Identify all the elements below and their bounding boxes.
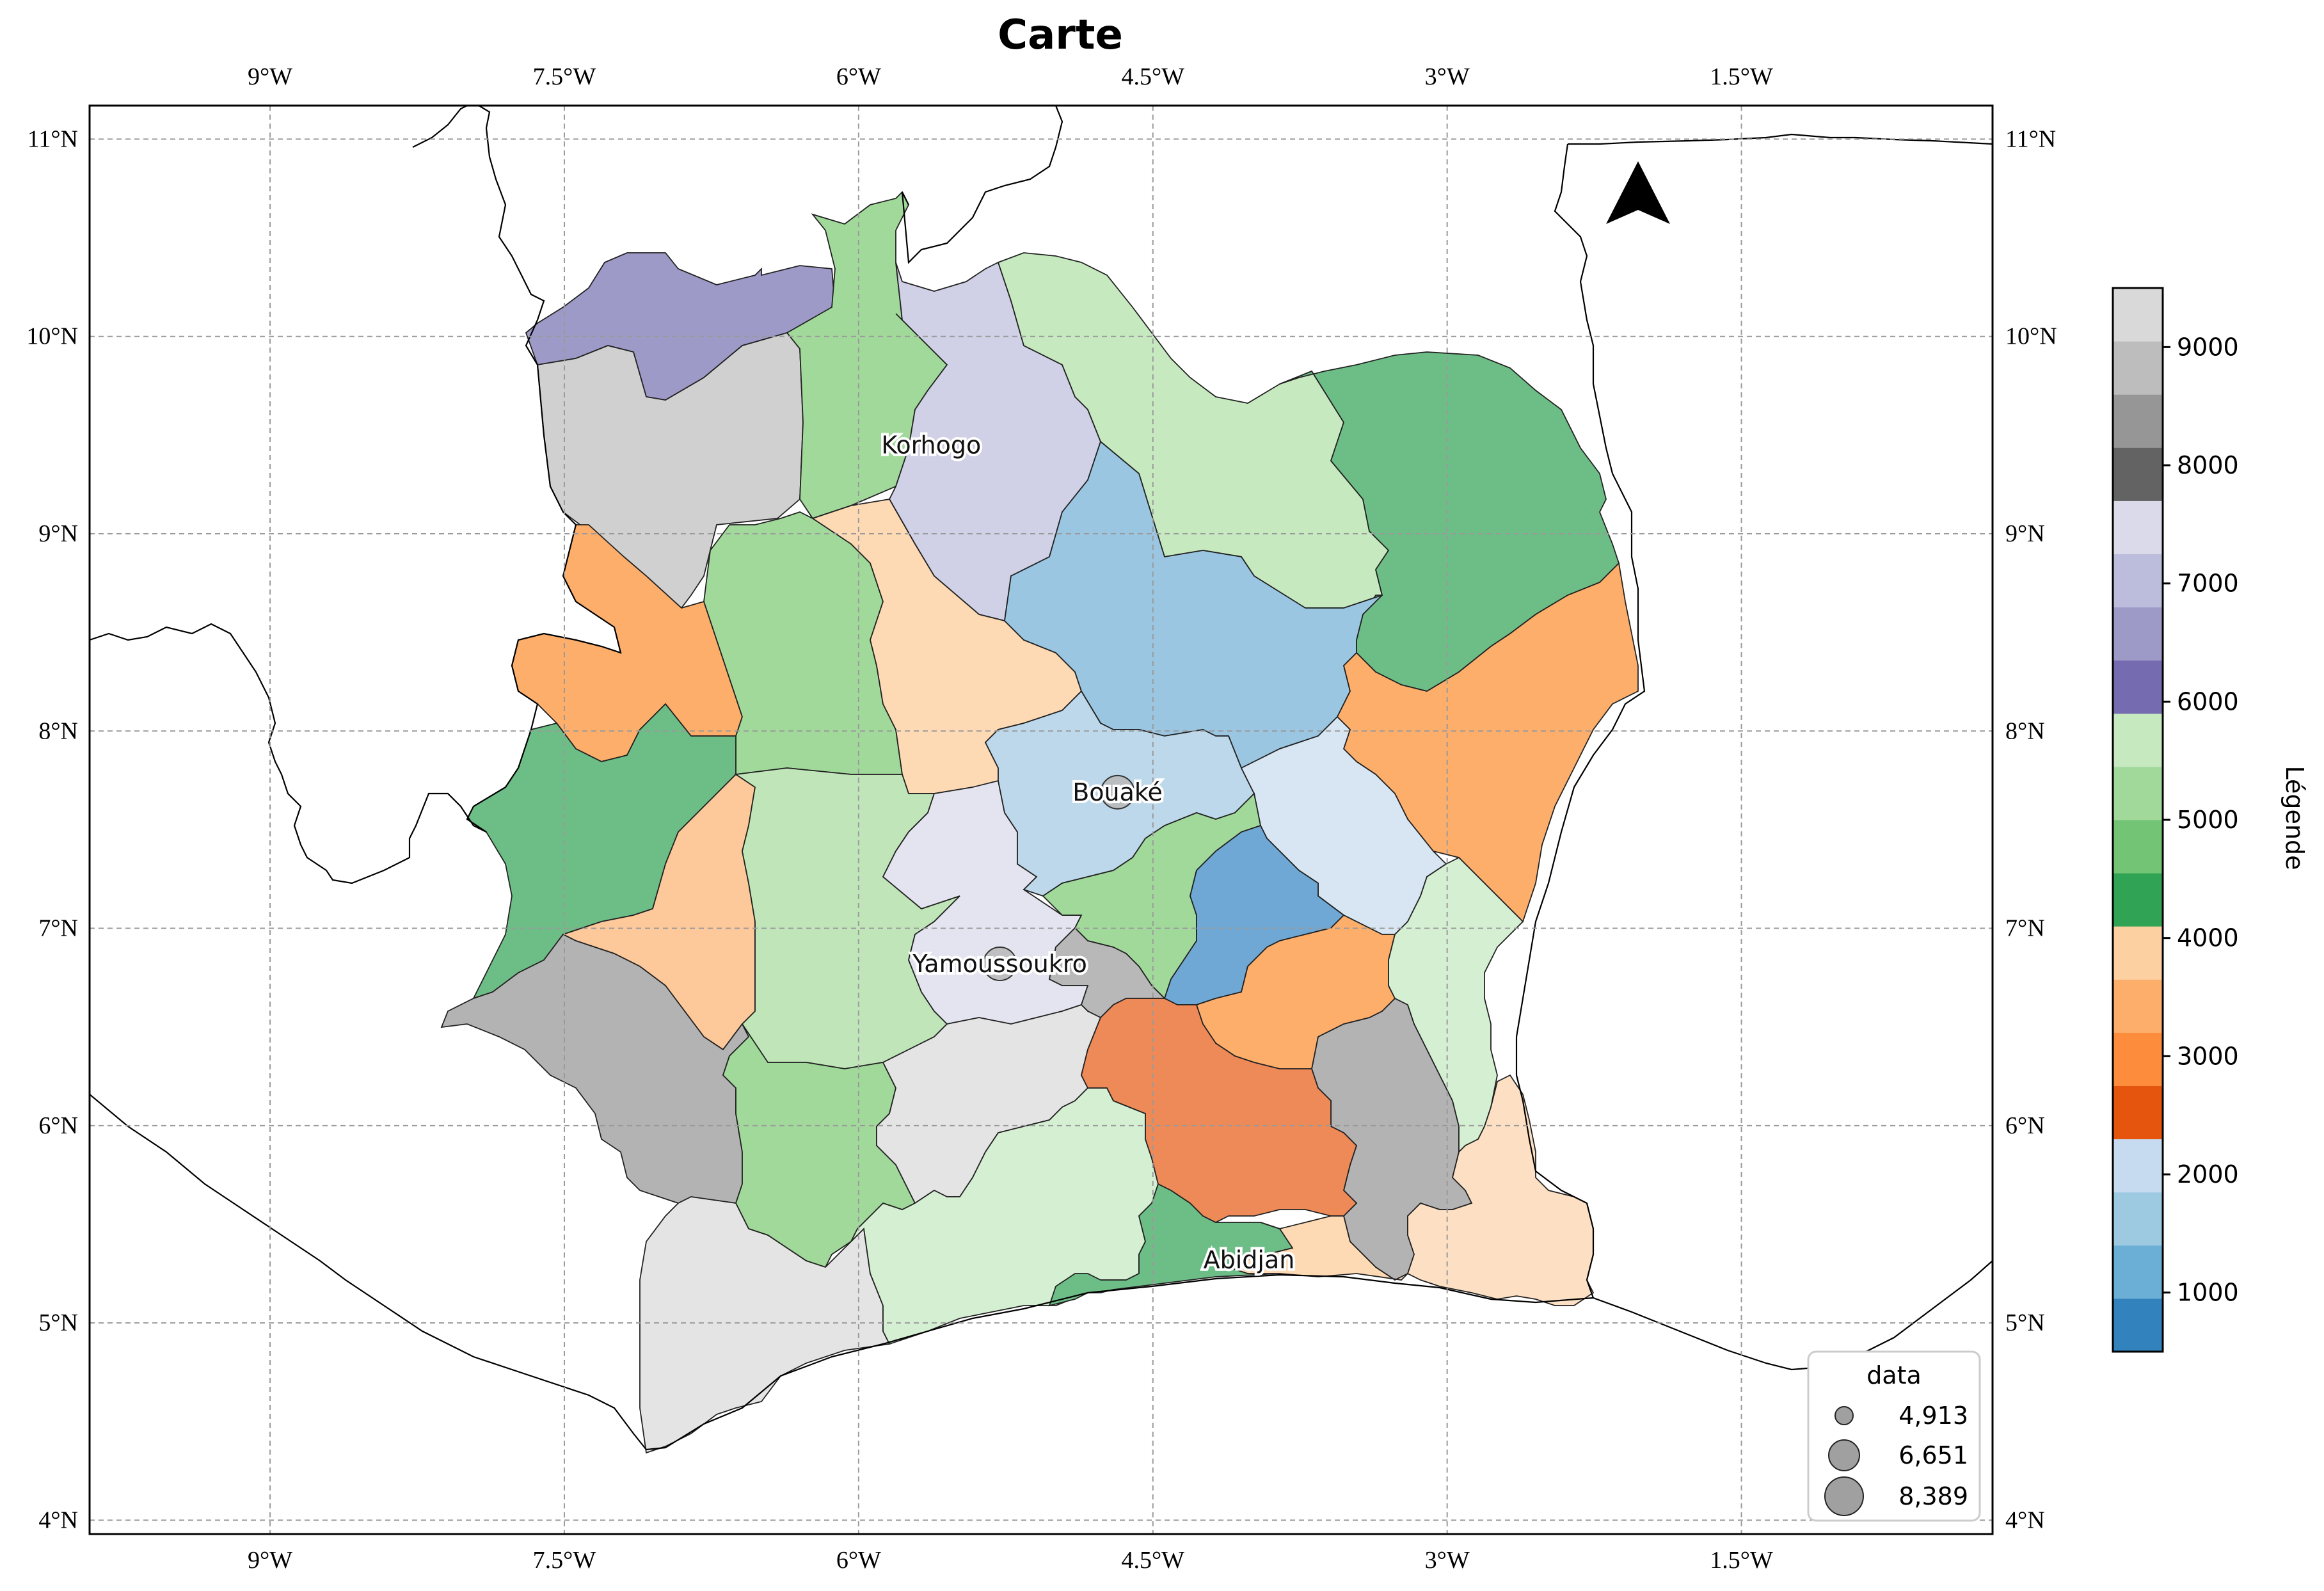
regions-layer	[440, 191, 1639, 1454]
city-labels: Korhogo Bouaké Yamoussoukro Abidjan	[879, 428, 1297, 1276]
colorbar-bin	[2113, 660, 2163, 714]
region-lightgreen-center	[734, 767, 960, 1069]
lat-tick-label-left: 4°N	[38, 1507, 78, 1533]
lat-tick-label-left: 7°N	[38, 915, 78, 942]
lon-tick-label-top: 6°W	[836, 63, 881, 90]
size-legend-label-medium: 6,651	[1898, 1441, 1968, 1469]
city-marker[interactable]	[982, 947, 1017, 982]
lon-tick-label-bottom: 4.5°W	[1121, 1547, 1184, 1574]
colorbar-tick-label: 7000	[2177, 570, 2239, 598]
colorbar-bin	[2113, 713, 2163, 767]
lat-tick-label-left: 8°N	[38, 717, 78, 744]
colorbar-bin	[2113, 607, 2163, 661]
colorbar-bin	[2113, 1085, 2163, 1140]
size-legend-title: data	[1866, 1361, 1922, 1389]
size-legend-marker-large	[1824, 1476, 1864, 1516]
lon-tick-label-top: 3°W	[1425, 63, 1470, 90]
lon-tick-label-top: 1.5°W	[1710, 63, 1773, 90]
graticule	[90, 106, 1993, 1534]
city-label: Bouaké	[1072, 778, 1163, 806]
colorbar-bin	[2113, 554, 2163, 608]
axis-tick-labels: 9°W 9°W 7.5°W 7.5°W 6°W 6°W 4.5°W 4.5°W 3°W 3°W 1.…	[26, 63, 2057, 1574]
colorbar-tick-label: 2000	[2177, 1160, 2239, 1188]
size-legend-marker-medium	[1828, 1439, 1860, 1471]
colorbar-bin	[2113, 766, 2163, 820]
lat-tick-label-right: 10°N	[2005, 323, 2057, 350]
lat-tick-label-right: 11°N	[2005, 125, 2056, 152]
colorbar-bin	[2113, 979, 2163, 1033]
lat-tick-label-right: 5°N	[2005, 1309, 2045, 1336]
region-lightgrey-southwest	[639, 1196, 891, 1454]
size-legend-label-large: 8,389	[1898, 1482, 1968, 1510]
city-label: Korhogo	[881, 431, 981, 459]
city-label: Yamoussoukro	[912, 950, 1087, 978]
lon-tick-label-bottom: 7.5°W	[533, 1547, 596, 1574]
lon-tick-label-top: 4.5°W	[1121, 63, 1184, 90]
border-mali-burkina	[901, 106, 1063, 264]
colorbar-tick-label: 9000	[2177, 333, 2239, 361]
region-lightgreen-east	[1388, 856, 1524, 1154]
lon-tick-label-bottom: 1.5°W	[1710, 1547, 1773, 1574]
size-legend-marker-small	[1835, 1406, 1854, 1425]
country-borders	[90, 106, 1993, 1451]
region-green-southcoast	[1048, 1183, 1294, 1307]
colorbar-tick-label: 5000	[2177, 806, 2239, 834]
border-liberia-west	[90, 623, 487, 884]
colorbar-bin	[2113, 500, 2163, 554]
border-ghana	[1554, 143, 1614, 474]
lat-tick-label-right: 8°N	[2005, 717, 2045, 744]
lat-tick-label-right: 4°N	[2005, 1507, 2045, 1533]
colorbar-label: Légende	[2280, 766, 2309, 870]
lat-tick-label-left: 6°N	[38, 1112, 78, 1139]
colorbar-bin	[2113, 820, 2163, 874]
map-title: Carte	[998, 12, 1123, 59]
colorbar-tick-label: 4000	[2177, 924, 2239, 952]
lat-tick-label-left: 11°N	[28, 125, 78, 152]
lat-tick-label-left: 10°N	[26, 323, 78, 350]
lon-tick-label-bottom: 9°W	[248, 1547, 292, 1574]
size-legend: data 4,913 6,651 8,389	[1807, 1350, 1981, 1522]
lon-tick-label-top: 9°W	[248, 63, 292, 90]
colorbar-bin	[2113, 394, 2163, 448]
region-peach-abidjan	[1227, 1215, 1408, 1281]
lat-tick-label-left: 9°N	[38, 520, 78, 547]
colorbar-bin	[2113, 1032, 2163, 1086]
region-peach-southeast	[1406, 1074, 1595, 1306]
border-ghana-east	[1515, 473, 1646, 1299]
north-arrow-icon	[1606, 161, 1670, 224]
colorbar-bin	[2113, 341, 2163, 395]
border-coast-west	[90, 1094, 666, 1451]
city-marker[interactable]	[1100, 774, 1135, 810]
lon-tick-label-top: 7.5°W	[533, 63, 596, 90]
colorbar-bin	[2113, 1298, 2163, 1352]
map-frame	[88, 104, 1994, 1535]
lat-tick-label-left: 5°N	[38, 1309, 78, 1336]
colorbar-bin	[2113, 926, 2163, 980]
colorbar-tick-label: 3000	[2177, 1042, 2239, 1070]
border-coast-south	[665, 1274, 1594, 1448]
lat-tick-label-right: 6°N	[2005, 1112, 2045, 1139]
lon-tick-label-bottom: 6°W	[836, 1547, 881, 1574]
colorbar-bin	[2113, 873, 2163, 927]
border-guinea-mali	[412, 106, 622, 833]
colorbar-tick-label: 8000	[2177, 451, 2239, 479]
colorbar: 1000 2000 3000 4000 5000 6000 7000 8000 9000	[2112, 287, 2239, 1353]
city-label: Abidjan	[1204, 1245, 1295, 1274]
colorbar-bin	[2113, 1192, 2163, 1246]
lat-tick-label-right: 9°N	[2005, 520, 2045, 547]
colorbar-tick-label: 1000	[2177, 1279, 2239, 1307]
colorbar-tick-label: 6000	[2177, 687, 2239, 716]
lon-tick-label-bottom: 3°W	[1425, 1547, 1470, 1574]
colorbar-bin	[2113, 447, 2163, 501]
colorbar-bin	[2113, 288, 2163, 342]
colorbar-bin	[2113, 1139, 2163, 1193]
lat-tick-label-right: 7°N	[2005, 915, 2045, 942]
city-markers	[982, 774, 1135, 982]
colorbar-bin	[2113, 1245, 2163, 1299]
size-legend-label-small: 4,913	[1898, 1402, 1968, 1430]
